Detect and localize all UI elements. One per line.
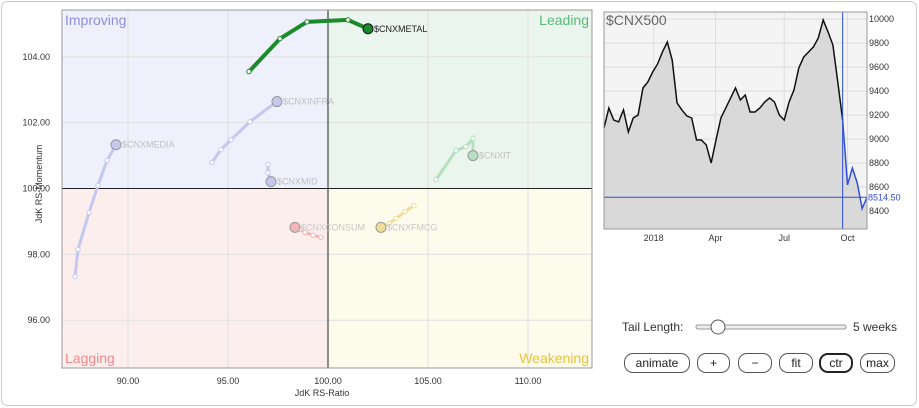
- series-label: $CNXIT: [479, 151, 512, 161]
- series-label: $CNXFMCG: [387, 222, 438, 232]
- tail-point: [228, 137, 234, 143]
- tail-point: [402, 208, 408, 215]
- x-tick-label: Jul: [778, 233, 790, 243]
- button[interactable]: max: [860, 353, 895, 373]
- y-tick-label: 9800: [869, 38, 889, 48]
- series-label: $CNXINFRA: [283, 97, 334, 107]
- tail-point: [104, 157, 110, 164]
- x-tick-label: 90.00: [117, 376, 140, 386]
- tail-point: [218, 146, 224, 153]
- slider[interactable]: [692, 317, 852, 337]
- last-value-label: 8514.50: [868, 192, 901, 202]
- button[interactable]: fit: [779, 353, 813, 373]
- quadrant: [62, 188, 328, 368]
- tail-point: [453, 147, 459, 154]
- quadrant-label: Leading: [539, 12, 589, 28]
- y-tick-label: 8400: [869, 206, 889, 216]
- head-point: [467, 150, 479, 162]
- x-tick-label: Apr: [709, 233, 723, 243]
- head-point: [271, 96, 283, 108]
- tail-point: [72, 273, 78, 280]
- tail-point: [277, 35, 283, 42]
- tail-point: [463, 143, 469, 150]
- button[interactable]: +: [697, 353, 730, 373]
- y-tick-label: 8600: [869, 182, 889, 192]
- x-tick-label: 100.00: [314, 376, 342, 386]
- tail-point: [310, 232, 316, 238]
- tail-point: [247, 118, 253, 125]
- head-point: [110, 139, 122, 151]
- y-tick-label: 10000: [869, 14, 894, 24]
- area: [604, 19, 843, 229]
- tail-point: [318, 234, 324, 240]
- y-tick-label: 96.00: [27, 315, 50, 325]
- quadrant: [328, 10, 592, 189]
- tail-label: Tail Length:: [622, 320, 684, 334]
- tail-point: [345, 17, 351, 23]
- line: [603, 17, 844, 164]
- y-axis-title: JdK RS-Momentum: [34, 145, 44, 224]
- tail: [73, 143, 118, 278]
- tail-point: [265, 169, 271, 176]
- series-label: $CNXMEDIA: [122, 140, 175, 150]
- head-point: [265, 176, 277, 188]
- tail-point: [75, 246, 81, 253]
- tail-point: [304, 19, 310, 25]
- button[interactable]: animate: [624, 353, 690, 373]
- line: [841, 119, 868, 212]
- tail-point: [302, 229, 308, 236]
- x-tick-label: 105.00: [414, 376, 442, 386]
- tail-point: [393, 215, 399, 222]
- head-point: [289, 221, 301, 233]
- tail-point: [386, 220, 392, 227]
- y-tick-label: 9400: [869, 86, 889, 96]
- x-axis-title: JdK RS-Ratio: [295, 388, 350, 398]
- plot-border: [61, 9, 593, 369]
- area: [842, 120, 867, 229]
- tail-value: 5 weeks: [853, 320, 898, 334]
- x-tick-label: 95.00: [217, 376, 240, 386]
- series-label: $CNXMID: [277, 177, 318, 187]
- x-tick-label: 2018: [644, 233, 664, 243]
- tail-point: [86, 209, 92, 216]
- tail-point: [433, 176, 439, 183]
- tail-point: [265, 161, 271, 168]
- x-tick-label: Oct: [841, 233, 856, 243]
- button[interactable]: ctr: [819, 353, 853, 373]
- tail-point: [246, 68, 252, 75]
- quadrant-label: Improving: [65, 12, 126, 28]
- chart-title: $CNX500: [606, 12, 667, 28]
- slider-track: [695, 324, 847, 330]
- quadrant-label: Weakening: [519, 350, 589, 366]
- y-tick-label: 98.00: [27, 249, 50, 259]
- tail-point: [209, 159, 215, 166]
- quadrant-label: Lagging: [65, 350, 115, 366]
- y-tick-label: 102.00: [22, 118, 50, 128]
- y-tick-label: 9600: [869, 62, 889, 72]
- button[interactable]: −: [738, 353, 772, 373]
- y-tick-label: 9000: [869, 134, 889, 144]
- quadrant: [328, 188, 592, 368]
- tail-point: [411, 202, 417, 209]
- head-point: [375, 221, 387, 233]
- y-tick-label: 8800: [869, 158, 889, 168]
- series-label: $CNXCONSUM: [301, 222, 365, 232]
- y-tick-label: 9200: [869, 110, 889, 120]
- head-point: [362, 23, 374, 35]
- slider-knob[interactable]: [710, 319, 726, 335]
- series-label: $CNXMETAL: [374, 24, 427, 34]
- tail-point: [470, 135, 476, 142]
- tail-point: [95, 182, 101, 189]
- plot-border: [603, 11, 868, 230]
- y-tick-label: 100.00: [22, 184, 50, 194]
- x-tick-label: 110.00: [515, 376, 542, 386]
- y-tick-label: 104.00: [22, 52, 50, 62]
